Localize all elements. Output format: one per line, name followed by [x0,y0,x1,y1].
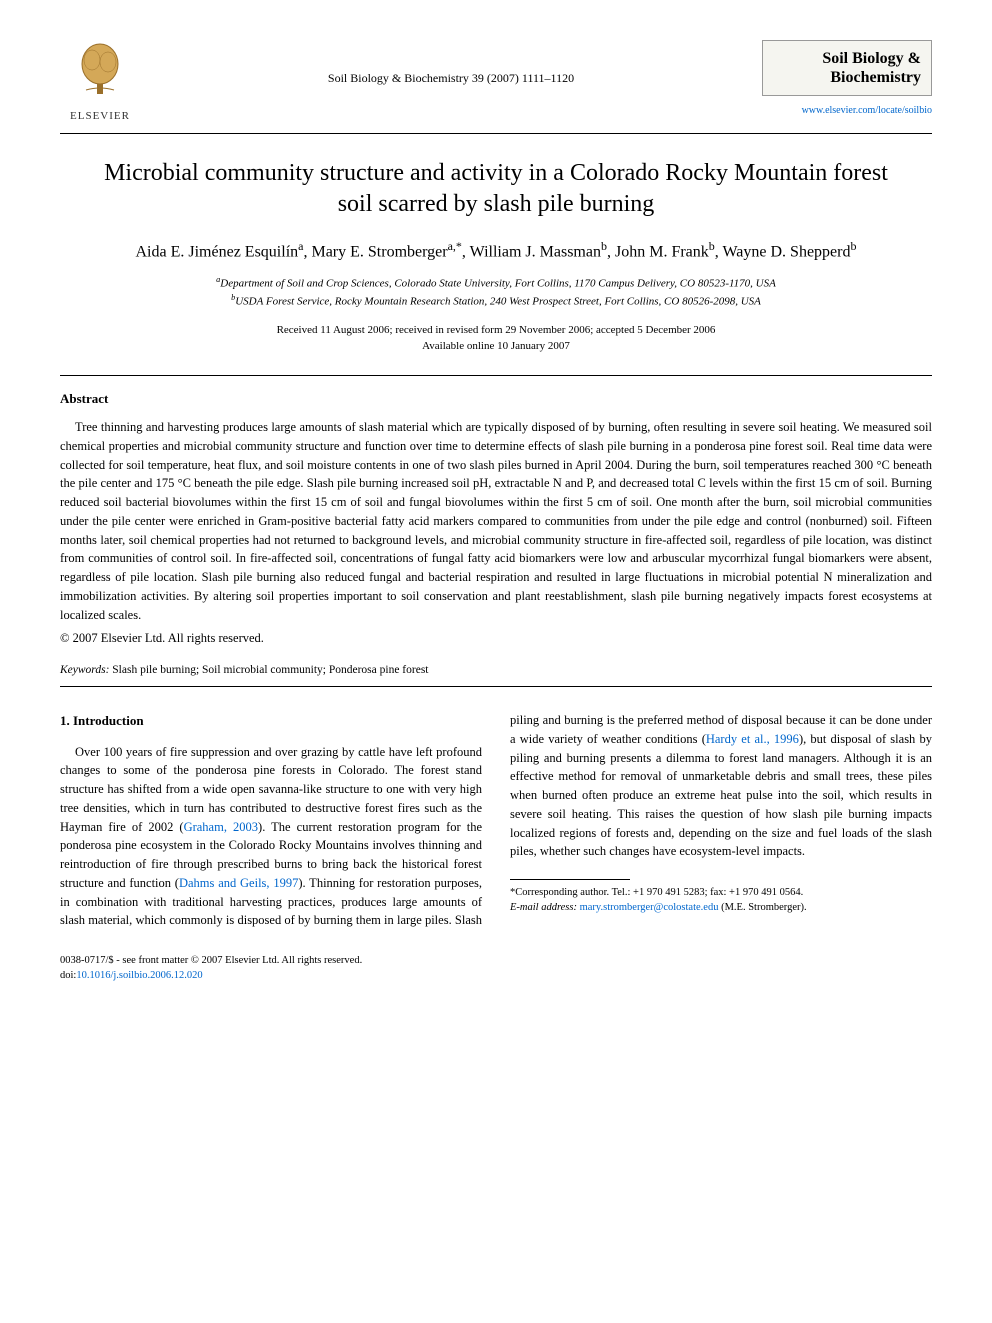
publisher-label: ELSEVIER [60,109,140,124]
email-label: E-mail address: [510,902,577,913]
footnote-rule [510,879,630,880]
affiliation-b-text: USDA Forest Service, Rocky Mountain Rese… [235,295,761,307]
journal-reference: Soil Biology & Biochemistry 39 (2007) 11… [140,40,762,87]
article-body: 1. Introduction Over 100 years of fire s… [60,711,932,930]
citation-dahms-geils-1997[interactable]: Dahms and Geils, 1997 [179,876,298,890]
citation-graham-2003[interactable]: Graham, 2003 [184,820,258,834]
doi-line: doi:10.1016/j.soilbio.2006.12.020 [60,969,932,984]
keywords-label: Keywords: [60,664,109,676]
section-1-heading: 1. Introduction [60,711,482,731]
abstract-text: Tree thinning and harvesting produces la… [60,418,932,624]
corresponding-line: *Corresponding author. Tel.: +1 970 491 … [510,886,932,901]
affiliation-a: aDepartment of Soil and Crop Sciences, C… [60,274,932,292]
online-date: Available online 10 January 2007 [60,338,932,355]
journal-cover: Soil Biology & Biochemistry [762,40,932,96]
doi-link[interactable]: 10.1016/j.soilbio.2006.12.020 [76,970,202,981]
page-header: ELSEVIER Soil Biology & Biochemistry 39 … [60,40,932,125]
publisher-logo: ELSEVIER [60,40,140,125]
header-rule [60,133,932,134]
keywords-text: Slash pile burning; Soil microbial commu… [112,664,428,676]
email-suffix: (M.E. Stromberger). [721,902,807,913]
intro-text-4: ), but disposal of slash by piling and b… [510,732,932,859]
abstract-label: Abstract [60,390,932,408]
journal-homepage-link[interactable]: www.elsevier.com/locate/soilbio [802,105,932,116]
corresponding-email-link[interactable]: mary.stromberger@colostate.edu [580,902,719,913]
doi-label: doi: [60,970,76,981]
email-line: E-mail address: mary.stromberger@colosta… [510,901,932,916]
issn-line: 0038-0717/$ - see front matter © 2007 El… [60,954,932,969]
authors: Aida E. Jiménez Esquilína, Mary E. Strom… [60,238,932,264]
elsevier-tree-icon [70,40,130,100]
keywords: Keywords: Slash pile burning; Soil micro… [60,662,932,678]
affiliations: aDepartment of Soil and Crop Sciences, C… [60,274,932,310]
abstract-top-rule [60,375,932,376]
received-date: Received 11 August 2006; received in rev… [60,322,932,339]
journal-title-line2: Biochemistry [773,68,921,87]
affiliation-a-text: Department of Soil and Crop Sciences, Co… [220,277,776,289]
journal-title-line1: Soil Biology & [773,49,921,68]
article-title: Microbial community structure and activi… [100,158,892,220]
affiliation-b: bUSDA Forest Service, Rocky Mountain Res… [60,292,932,310]
citation-hardy-1996[interactable]: Hardy et al., 1996 [706,732,799,746]
abstract-copyright: © 2007 Elsevier Ltd. All rights reserved… [60,630,932,648]
corresponding-author-footnote: *Corresponding author. Tel.: +1 970 491 … [510,886,932,915]
journal-cover-box: Soil Biology & Biochemistry www.elsevier… [762,40,932,119]
abstract-bottom-rule [60,686,932,687]
page-footer: 0038-0717/$ - see front matter © 2007 El… [60,954,932,983]
article-dates: Received 11 August 2006; received in rev… [60,322,932,355]
